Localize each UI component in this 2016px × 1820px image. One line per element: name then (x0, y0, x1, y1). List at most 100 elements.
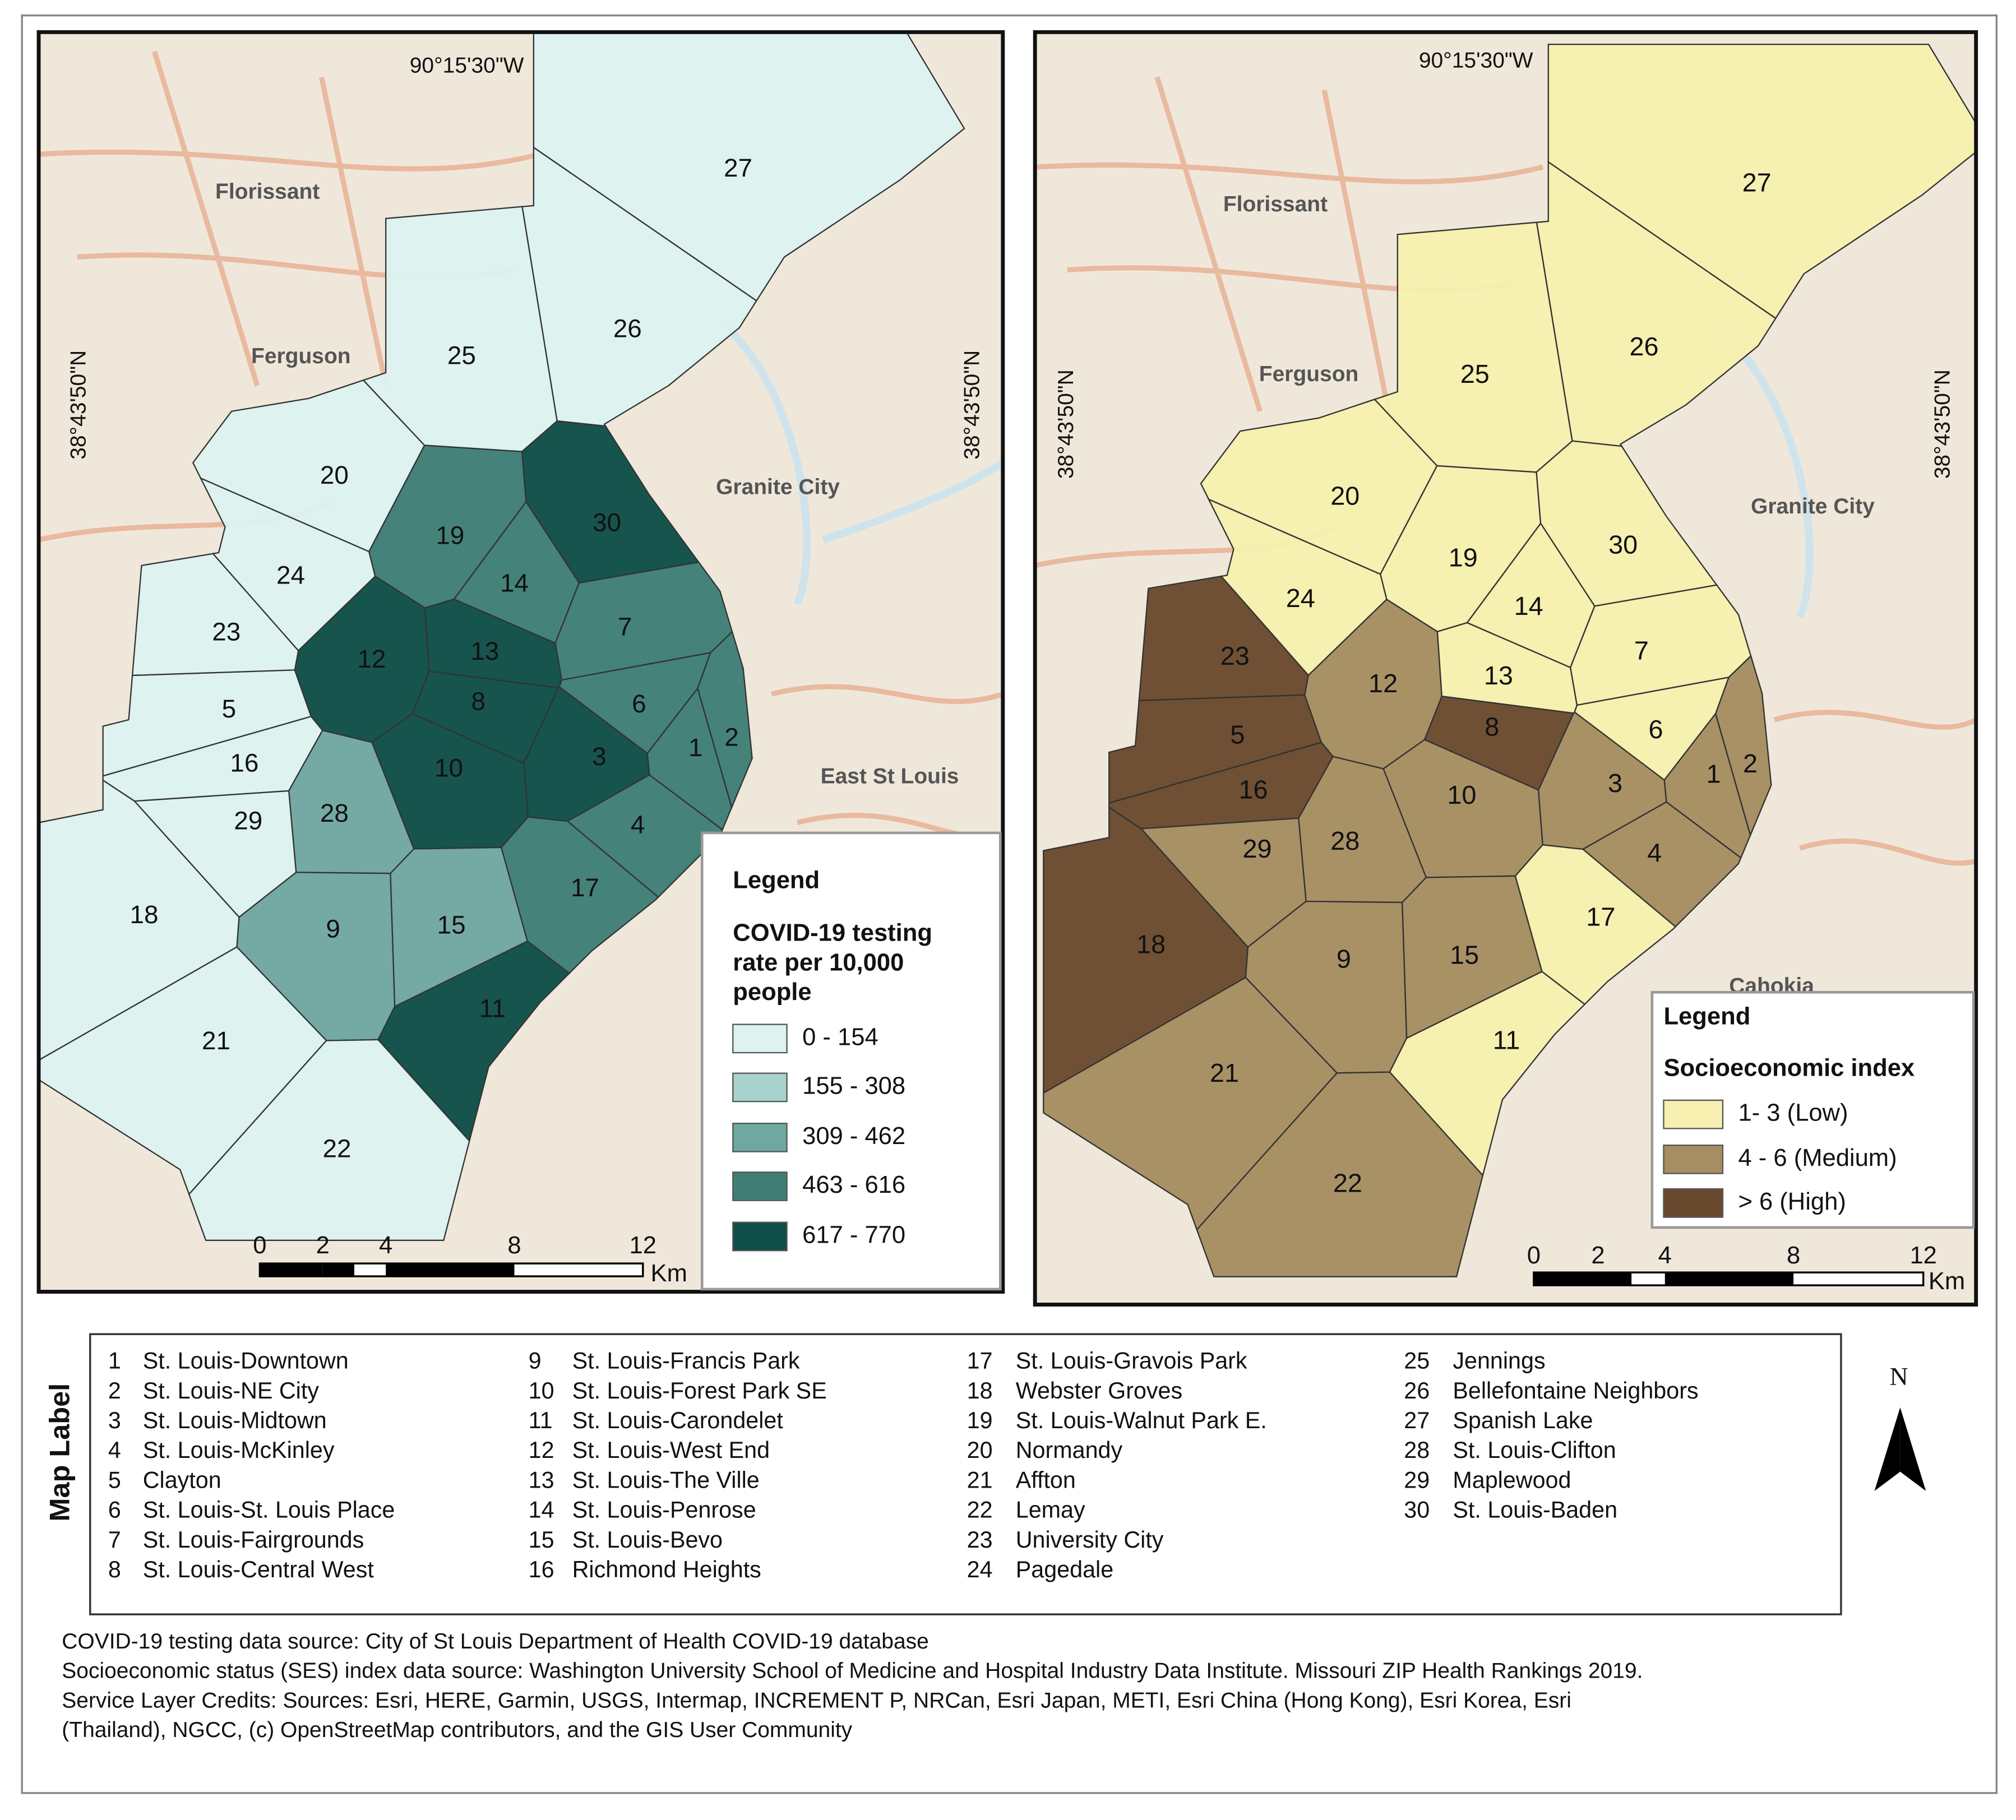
legend-swatch (732, 1221, 788, 1252)
scale-unit: Km (1929, 1268, 1965, 1295)
region-label: 23 (1220, 641, 1250, 670)
north-arrow (1874, 1407, 1901, 1491)
coordinate-label: 90°15'30"W (1419, 48, 1533, 72)
region-label: 29 (234, 806, 262, 835)
coordinate-label: 38°43'50"N (67, 350, 91, 460)
region-label: 22 (1333, 1168, 1362, 1197)
region (1514, 844, 1677, 1006)
region-label: 21 (1210, 1058, 1239, 1087)
scale-tick-label: 0 (253, 1232, 266, 1259)
region-label: 10 (434, 753, 463, 782)
legend-swatch (1663, 1144, 1724, 1174)
scale-tick-label: 2 (1591, 1242, 1605, 1269)
region-label: 12 (1368, 669, 1398, 698)
region (188, 1039, 470, 1241)
legend-label: 463 - 616 (802, 1171, 905, 1198)
map-label-name: Pagedale (1016, 1557, 1113, 1582)
scale-tick-label: 4 (1658, 1242, 1672, 1269)
region-label: 2 (724, 723, 739, 752)
legend-swatch (732, 1171, 788, 1201)
scale-tick-label: 4 (379, 1232, 392, 1259)
region (1536, 440, 1718, 607)
scale-segment (1664, 1272, 1794, 1286)
region-label: 1 (1706, 760, 1721, 789)
region (133, 790, 297, 918)
map-label-number: 18 (967, 1378, 993, 1404)
region (1402, 875, 1543, 1039)
map-label-number: 3 (108, 1407, 121, 1433)
region-label: 29 (1243, 834, 1272, 863)
map-label-name: Lemay (1016, 1497, 1085, 1523)
map-label-name: St. Louis-Bevo (572, 1527, 723, 1553)
map-label-name: Maplewood (1453, 1467, 1571, 1493)
region (1207, 498, 1388, 677)
region-label: 11 (479, 993, 506, 1022)
region-label: 28 (1330, 826, 1360, 855)
place-label: Ferguson (251, 344, 351, 368)
legend-subtitle: rate per 10,000 (733, 949, 904, 976)
map-label-number: 22 (967, 1497, 993, 1523)
region-label: 16 (1239, 775, 1268, 804)
region (1138, 575, 1309, 701)
region (131, 553, 299, 677)
region-label: 4 (1647, 838, 1662, 867)
region-label: 9 (1337, 944, 1351, 973)
map-label-name: St. Louis-Francis Park (572, 1348, 800, 1374)
region-label: 24 (276, 561, 305, 590)
region-label: 2 (1743, 749, 1758, 778)
region-label: 20 (320, 460, 349, 489)
map-label-name: Richmond Heights (572, 1557, 761, 1582)
region (1196, 1071, 1484, 1277)
scale-segment (1533, 1272, 1598, 1286)
map-label-number: 26 (1404, 1378, 1430, 1404)
region-label: 5 (222, 694, 237, 723)
region-label: 26 (1630, 332, 1659, 361)
region-label: 3 (1608, 768, 1622, 798)
scale-segment (322, 1263, 354, 1277)
map-label-name: St. Louis-St. Louis Place (143, 1497, 395, 1523)
map-label-number: 28 (1404, 1437, 1430, 1463)
credit-line: Socioeconomic status (SES) index data so… (62, 1659, 1643, 1683)
region-label: 7 (618, 612, 632, 641)
legend-label: 155 - 308 (802, 1072, 905, 1099)
map-label-number: 4 (108, 1437, 121, 1463)
map-label-name: St. Louis-Central West (143, 1557, 374, 1582)
region-label: 21 (202, 1026, 230, 1055)
region-label: 11 (1493, 1025, 1520, 1054)
map-label-number: 10 (529, 1378, 554, 1404)
region (39, 779, 240, 1061)
map-label-number: 24 (967, 1557, 993, 1582)
legend-label: 309 - 462 (802, 1123, 905, 1150)
map-label-name: St. Louis-The Ville (572, 1467, 760, 1493)
place-label: Florissant (215, 179, 320, 203)
map-label-number: 12 (529, 1437, 554, 1463)
region-label: 8 (471, 686, 485, 715)
legend-box (700, 831, 1002, 1291)
coordinate-label: 38°43'50"N (1931, 369, 1955, 479)
region-label: 19 (436, 521, 464, 550)
place-label: Ferguson (1259, 362, 1359, 386)
map-label-name: St. Louis-Midtown (143, 1407, 327, 1433)
legend-swatch (1663, 1099, 1724, 1129)
region (199, 476, 376, 652)
map-label-name: St. Louis-McKinley (143, 1437, 335, 1463)
river (1720, 331, 1814, 619)
map-label-title: Map Label (44, 1383, 76, 1522)
legend-subtitle: COVID-19 testing (733, 920, 932, 947)
map-label-name: Affton (1016, 1467, 1076, 1493)
region-label: 14 (1514, 591, 1543, 620)
region-label: 27 (1742, 168, 1772, 197)
region-label: 17 (1586, 902, 1615, 932)
map-label-number: 2 (108, 1378, 121, 1404)
region (500, 816, 659, 974)
map-label-number: 19 (967, 1407, 993, 1433)
region-label: 15 (437, 910, 466, 939)
place-label: Granite City (716, 475, 840, 499)
map-label-number: 29 (1404, 1467, 1430, 1493)
map-label-name: St. Louis-Carondelet (572, 1407, 784, 1433)
legend-swatch (1663, 1188, 1724, 1218)
region-label: 30 (1608, 530, 1638, 559)
